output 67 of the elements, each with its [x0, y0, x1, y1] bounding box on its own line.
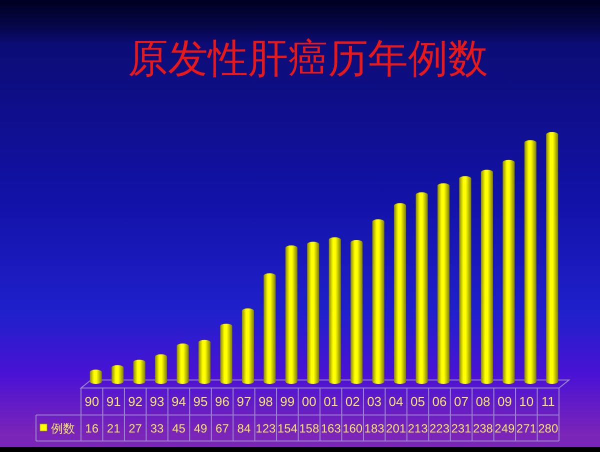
x-tick-label: 02: [345, 394, 360, 409]
x-tick-label: 01: [324, 394, 338, 409]
x-tick-label: 97: [236, 394, 252, 409]
bar: [133, 360, 146, 384]
data-label: 213: [408, 422, 428, 436]
bar: [112, 365, 124, 384]
bar: [546, 132, 558, 384]
data-label: 183: [364, 422, 385, 436]
bar: [285, 245, 298, 384]
bar: [502, 160, 515, 384]
x-tick-label: 96: [214, 394, 230, 409]
x-tick-label: 09: [497, 394, 512, 409]
data-label: 249: [494, 422, 516, 436]
x-tick-label: 11: [541, 394, 555, 409]
data-label: 280: [538, 422, 558, 436]
legend-label: 例数: [51, 422, 75, 436]
x-tick-label: 07: [454, 394, 468, 409]
bar: [438, 183, 450, 384]
bar: [220, 324, 232, 384]
chart-title: 原发性肝癌历年例数: [128, 36, 488, 82]
data-label: 223: [429, 422, 450, 436]
x-tick-label: 92: [128, 394, 143, 409]
data-label: 45: [172, 422, 186, 436]
bar: [394, 203, 406, 384]
bar: [524, 140, 536, 384]
data-label: 49: [194, 422, 208, 436]
x-tick-label: 08: [476, 394, 490, 409]
data-label: 21: [106, 422, 121, 436]
data-label: 123: [256, 422, 276, 436]
data-label: 271: [516, 422, 537, 436]
data-label: 231: [451, 422, 472, 436]
data-label: 201: [386, 422, 406, 436]
x-tick-label: 00: [302, 394, 316, 409]
data-label: 27: [128, 422, 142, 436]
x-tick-label: 10: [519, 394, 534, 409]
x-tick-label: 99: [280, 394, 295, 409]
bar: [198, 340, 210, 384]
bar: [176, 344, 189, 384]
bar: [242, 308, 254, 384]
bar: [307, 242, 320, 384]
x-tick-label: 95: [193, 394, 208, 409]
x-tick-label: 04: [388, 394, 404, 409]
bar: [350, 240, 363, 384]
data-label: 16: [85, 422, 99, 436]
bar: [480, 170, 493, 384]
bar: [372, 219, 384, 384]
x-tick-label: 94: [172, 394, 186, 409]
data-label: 67: [216, 422, 230, 436]
bar: [155, 354, 168, 384]
bar: [264, 273, 276, 384]
x-tick-label: 98: [258, 394, 273, 409]
x-tick-label: 05: [410, 394, 426, 409]
data-label: 158: [299, 422, 320, 436]
data-label: 238: [472, 422, 494, 436]
x-tick-label: 93: [150, 394, 164, 409]
x-tick-label: 06: [432, 394, 447, 409]
data-label: 160: [342, 422, 363, 436]
bar: [416, 192, 428, 384]
data-label: 33: [150, 422, 164, 436]
data-label: 163: [320, 422, 342, 436]
data-label: 154: [277, 422, 298, 436]
x-tick-label: 03: [367, 394, 382, 409]
bar: [459, 176, 472, 384]
x-tick-label: 91: [106, 394, 121, 409]
bar: [328, 237, 341, 384]
data-label: 84: [237, 422, 251, 436]
x-tick-label: 90: [84, 394, 100, 409]
